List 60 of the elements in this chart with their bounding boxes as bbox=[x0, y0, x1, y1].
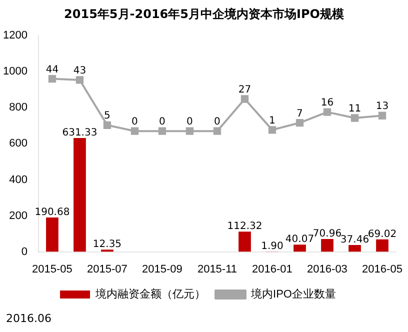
data-label: 631.33 bbox=[62, 128, 98, 139]
data-label: 0 bbox=[132, 116, 138, 128]
data-label: 16 bbox=[320, 98, 334, 109]
point bbox=[130, 127, 139, 135]
x-tick-label: 2015-07 bbox=[87, 263, 128, 276]
point bbox=[240, 95, 249, 103]
point bbox=[296, 118, 304, 127]
y-tick-label: 800 bbox=[9, 102, 28, 114]
chart-title: 2015年5月-2016年5月中企境内资本市场IPO规模 bbox=[63, 6, 345, 23]
y-tick-label: 1000 bbox=[2, 66, 28, 78]
y-tick-label: 1200 bbox=[2, 30, 28, 42]
point bbox=[186, 127, 194, 135]
data-label: 40.07 bbox=[285, 234, 314, 246]
x-tick-label: 2015-09 bbox=[142, 263, 182, 276]
bar bbox=[321, 239, 334, 252]
data-label: 37.46 bbox=[340, 234, 370, 246]
x-tick-label: 2015-11 bbox=[197, 263, 238, 276]
data-label: 70.96 bbox=[312, 228, 342, 240]
bar bbox=[46, 217, 58, 252]
bar bbox=[294, 244, 306, 252]
y-tick-label: 0 bbox=[21, 246, 28, 258]
data-label: 12.35 bbox=[92, 239, 122, 250]
legend-label: 境内融资金额（亿元） bbox=[94, 288, 206, 301]
point bbox=[76, 76, 84, 84]
point bbox=[378, 112, 386, 120]
data-label: 1.90 bbox=[261, 241, 284, 252]
legend-label: 境内IPO企业数量 bbox=[250, 288, 336, 301]
data-label: 44 bbox=[46, 64, 59, 76]
x-tick-label: 2015-05 bbox=[32, 263, 72, 276]
point bbox=[323, 108, 332, 116]
text: 2016.06 bbox=[6, 312, 52, 325]
bar bbox=[238, 232, 251, 252]
x-tick-label: 2016-03 bbox=[307, 263, 348, 276]
bar bbox=[376, 239, 388, 252]
bar bbox=[74, 138, 86, 252]
data-label: 11 bbox=[348, 104, 362, 115]
data-label: 43 bbox=[73, 66, 86, 77]
bar bbox=[348, 245, 361, 252]
data-label: 7 bbox=[296, 108, 303, 120]
y-tick-label: 200 bbox=[9, 210, 28, 222]
data-label: 1 bbox=[269, 116, 276, 126]
point bbox=[103, 121, 112, 129]
data-label: 0 bbox=[159, 116, 166, 128]
data-label: 27 bbox=[238, 84, 252, 96]
point bbox=[350, 114, 359, 122]
data-label: 112.32 bbox=[227, 221, 262, 232]
data-label: 13 bbox=[376, 101, 389, 112]
point bbox=[213, 127, 222, 135]
point bbox=[268, 126, 276, 134]
point bbox=[48, 74, 56, 83]
data-label: 69.02 bbox=[368, 228, 397, 240]
y-tick-label: 600 bbox=[9, 138, 28, 150]
point bbox=[158, 127, 166, 135]
data-label: 0 bbox=[186, 116, 193, 128]
y-tick-label: 400 bbox=[9, 174, 28, 186]
x-tick-label: 2016-01 bbox=[252, 263, 292, 276]
data-label: 0 bbox=[214, 116, 220, 128]
data-label: 5 bbox=[104, 110, 110, 122]
x-tick-label: 2016-05 bbox=[362, 263, 402, 276]
data-label: 190.68 bbox=[34, 207, 70, 218]
